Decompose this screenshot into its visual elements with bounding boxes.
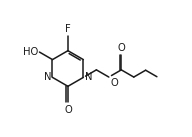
Text: N: N <box>85 72 92 82</box>
Text: O: O <box>118 43 125 53</box>
Text: O: O <box>64 105 72 115</box>
Text: N: N <box>44 72 51 82</box>
Text: F: F <box>65 24 71 34</box>
Text: HO: HO <box>22 47 38 57</box>
Text: O: O <box>110 79 118 88</box>
